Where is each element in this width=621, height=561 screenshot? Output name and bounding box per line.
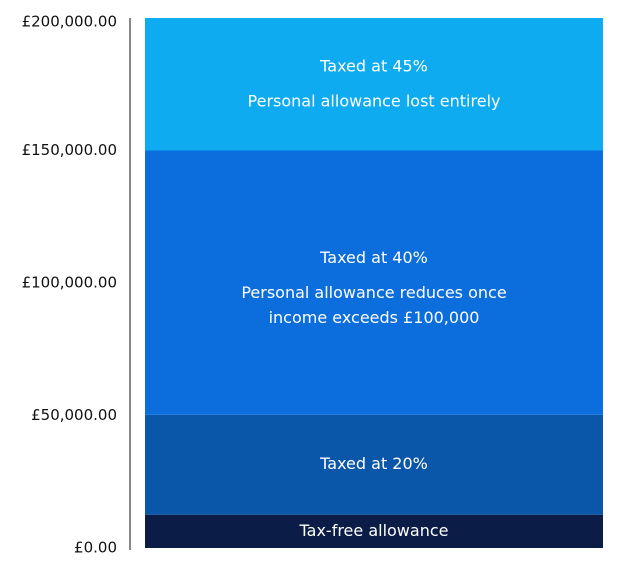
segment-label: Tax-free allowance bbox=[299, 521, 449, 540]
segment-label: Taxed at 20% bbox=[319, 454, 428, 473]
y-tick-label: £150,000.00 bbox=[22, 141, 117, 159]
y-tick-label: £0.00 bbox=[74, 539, 117, 557]
segment-note: income exceeds £100,000 bbox=[269, 308, 480, 327]
segment-note: Personal allowance lost entirely bbox=[248, 91, 501, 110]
y-tick-label: £200,000.00 bbox=[22, 13, 117, 31]
bar-segment bbox=[145, 514, 603, 548]
segment-label: Taxed at 40% bbox=[319, 248, 428, 267]
bar-segment bbox=[145, 150, 603, 415]
bar-segment bbox=[145, 414, 603, 515]
bar-segment bbox=[145, 18, 603, 151]
segment-label: Taxed at 45% bbox=[319, 56, 428, 75]
y-tick-label: £100,000.00 bbox=[22, 274, 117, 292]
segment-note: Personal allowance reduces once bbox=[241, 283, 506, 302]
y-tick-label: £50,000.00 bbox=[31, 406, 117, 424]
